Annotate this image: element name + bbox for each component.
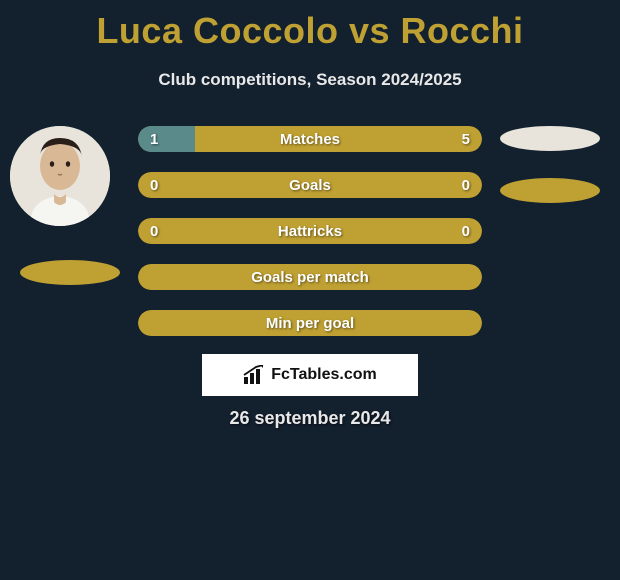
comparison-title: Luca Coccolo vs Rocchi bbox=[0, 0, 620, 52]
branding-text: FcTables.com bbox=[271, 366, 377, 384]
stat-label: Matches bbox=[138, 126, 482, 152]
player-left-shadow bbox=[20, 260, 120, 285]
stat-value-right: 5 bbox=[462, 126, 470, 152]
player-left-avatar bbox=[10, 126, 110, 226]
comparison-subtitle: Club competitions, Season 2024/2025 bbox=[0, 70, 620, 90]
player-right-shadow-bottom bbox=[500, 178, 600, 203]
stat-label: Goals bbox=[138, 172, 482, 198]
stat-label: Min per goal bbox=[138, 310, 482, 336]
stat-label: Hattricks bbox=[138, 218, 482, 244]
stat-bars-container: 1Matches50Goals00Hattricks0Goals per mat… bbox=[138, 126, 482, 356]
stat-value-right: 0 bbox=[462, 218, 470, 244]
stat-bar-row: Min per goal bbox=[138, 310, 482, 336]
stat-value-right: 0 bbox=[462, 172, 470, 198]
player-right-shadow-top bbox=[500, 126, 600, 151]
stat-bar-row: 0Hattricks0 bbox=[138, 218, 482, 244]
comparison-date: 26 september 2024 bbox=[0, 408, 620, 429]
stat-label: Goals per match bbox=[138, 264, 482, 290]
stat-bar-row: Goals per match bbox=[138, 264, 482, 290]
stat-bar-row: 0Goals0 bbox=[138, 172, 482, 198]
stat-bar-row: 1Matches5 bbox=[138, 126, 482, 152]
branding-box[interactable]: FcTables.com bbox=[202, 354, 418, 396]
chart-icon bbox=[243, 365, 267, 385]
